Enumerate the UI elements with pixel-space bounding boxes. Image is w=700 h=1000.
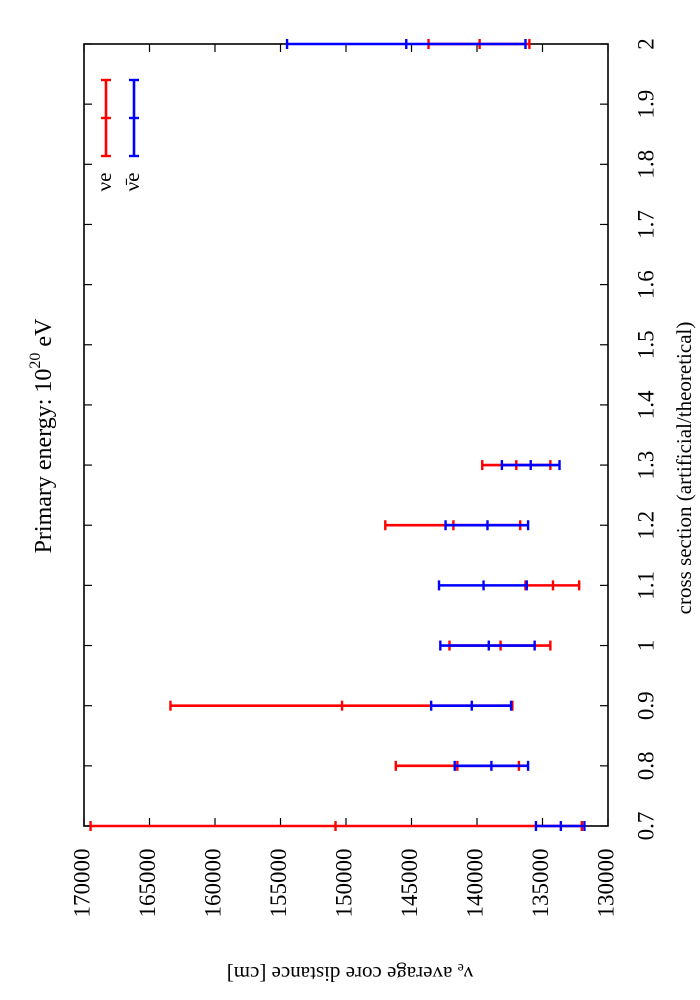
chart-title-suffix: eV xyxy=(31,318,57,353)
y-axis-label-subscript: e xyxy=(458,960,464,975)
x-tick-label: 1 xyxy=(633,640,658,652)
x-tick-label: 1.5 xyxy=(633,330,658,359)
x-tick-label: 1.3 xyxy=(633,451,658,480)
axis-texts: 0.7 0.8 0.9 1 1.1 1.2 1.3 1.4 1.5 1.6 1.7 1.8 1.9 2 17… xyxy=(27,38,696,986)
y-axis-label-symbol: ν xyxy=(464,962,474,986)
plot-area xyxy=(83,39,609,831)
y-tick-label: 135000 xyxy=(528,849,553,918)
x-tick-label: 1.4 xyxy=(633,390,658,419)
chart-title-main: Primary energy: 10 xyxy=(31,369,57,554)
x-tick-label: 0.8 xyxy=(633,751,658,780)
y-tick-label: 170000 xyxy=(69,849,94,918)
y-tick-label: 150000 xyxy=(331,849,356,918)
y-tick-label: 140000 xyxy=(462,849,487,918)
chart-title: Primary energy: 1020 eV xyxy=(27,318,57,554)
y-axis-label: νe average core distance [cm] xyxy=(227,960,474,986)
y-axis-label-text: average core distance [cm] xyxy=(227,962,458,986)
x-axis-label: cross section (artificial/theoretical) xyxy=(672,322,696,615)
y-tick-label: 130000 xyxy=(593,849,618,918)
x-tick-label: 2 xyxy=(633,38,658,50)
plot-frame xyxy=(83,43,609,827)
legend-label: νe xyxy=(92,173,116,192)
x-tick-label: 1.8 xyxy=(633,150,658,179)
y-tick-label: 145000 xyxy=(397,849,422,918)
chart-title-superscript: 20 xyxy=(27,353,44,369)
x-tick-label: 0.9 xyxy=(633,691,658,720)
y-tick-label: 160000 xyxy=(200,849,225,918)
x-tick-label: 1.9 xyxy=(633,90,658,119)
x-tick-label: 1.1 xyxy=(633,571,658,600)
x-tick-label: 0.7 xyxy=(633,812,658,841)
y-tick-label: 165000 xyxy=(135,849,160,918)
x-tick-label: 1.2 xyxy=(633,511,658,540)
legend-label: ν̄e xyxy=(120,173,144,192)
y-tick-label: 155000 xyxy=(266,849,291,918)
legend: νe ν̄e xyxy=(92,78,144,192)
x-tick-label: 1.7 xyxy=(633,210,658,239)
x-tick-label: 1.6 xyxy=(633,270,658,299)
